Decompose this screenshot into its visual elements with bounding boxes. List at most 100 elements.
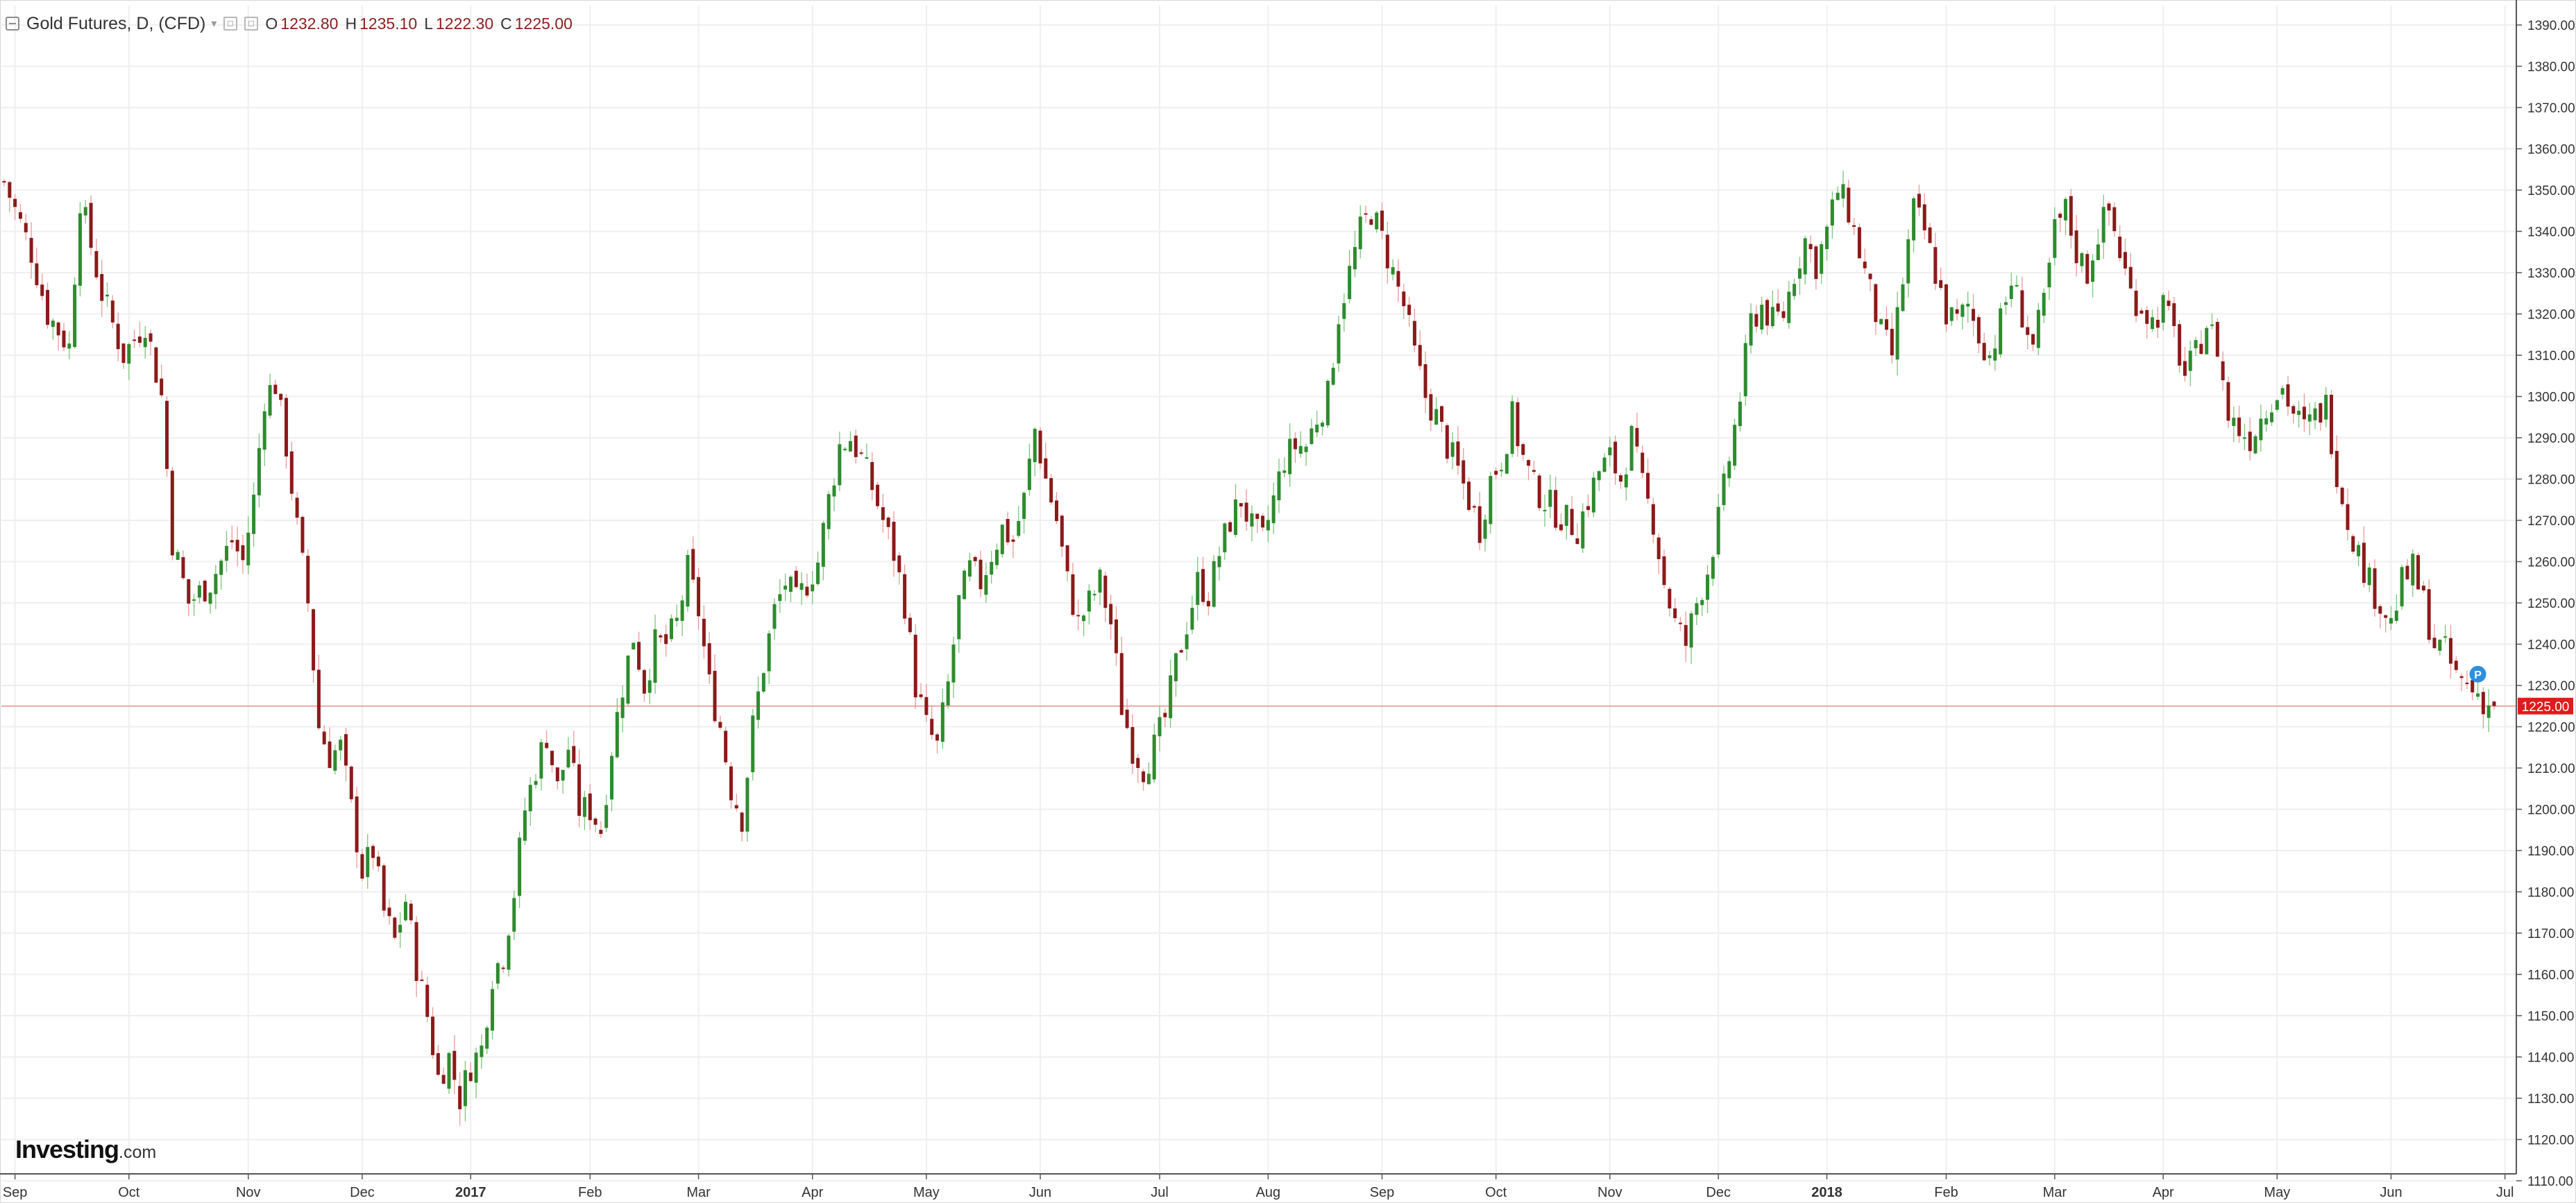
candle-body	[262, 411, 266, 450]
candle-body	[1668, 588, 1672, 609]
candle-body	[322, 731, 326, 744]
candle-body	[360, 854, 364, 879]
investing-logo[interactable]: Investing.com	[15, 1135, 156, 1164]
candle-body	[1754, 314, 1759, 327]
y-tick-label: 1140.00	[2527, 1051, 2574, 1066]
candle-body	[1169, 675, 1173, 719]
candle-body	[2394, 611, 2398, 621]
candle-body	[632, 642, 636, 650]
candle-body	[1895, 307, 1899, 360]
candle-body	[2324, 395, 2328, 420]
candle-body	[1988, 355, 1992, 359]
y-tick-label: 1300.00	[2527, 391, 2575, 405]
symbol-title[interactable]: Gold Futures, D, (CFD)	[26, 13, 206, 33]
candle-body	[1906, 239, 1910, 284]
candle-body	[2118, 237, 2122, 259]
candle-body	[447, 1052, 451, 1089]
candle-body	[2036, 309, 2040, 348]
candle-body	[1928, 227, 1932, 244]
candle-body	[2340, 487, 2344, 504]
candle-body	[1271, 495, 1276, 524]
candle-body	[1797, 268, 1802, 279]
candle-body	[2232, 418, 2236, 426]
candle-body	[1206, 601, 1210, 606]
x-tick-label: Nov	[236, 1185, 261, 1200]
chevron-down-icon[interactable]: ▾	[211, 18, 217, 30]
candle-body	[279, 393, 283, 400]
candle-body	[197, 585, 201, 598]
candle-body	[2307, 414, 2312, 422]
candle-body	[2242, 437, 2246, 439]
candle-body	[1516, 402, 1520, 447]
candle-body	[2107, 203, 2111, 211]
p-marker-icon	[2469, 665, 2486, 683]
candle-body	[1434, 409, 1439, 425]
candle-body	[2280, 388, 2285, 395]
candle-body	[1944, 284, 1948, 325]
candle-body	[2205, 327, 2209, 355]
candle-body	[615, 712, 619, 758]
candle-body	[1570, 509, 1574, 536]
candle-body	[1266, 520, 1270, 531]
candle-body	[181, 557, 185, 579]
candle-body	[1917, 194, 1921, 208]
candle-body	[306, 556, 310, 604]
candle-body	[1618, 475, 1622, 482]
candle-body	[724, 731, 728, 762]
candle-body	[577, 764, 582, 816]
candle-body	[2042, 293, 2046, 316]
candle-body	[2351, 536, 2355, 552]
candle-body	[2210, 324, 2214, 326]
candle-body	[2253, 436, 2257, 454]
candle-body	[1765, 300, 1770, 326]
candle-body	[1022, 493, 1026, 519]
candle-body	[2291, 406, 2296, 414]
candle-body	[1901, 284, 1905, 312]
candle-body	[539, 742, 543, 779]
candle-body	[772, 604, 777, 629]
candle-body	[1173, 653, 1178, 681]
candle-body	[821, 522, 825, 567]
y-tick-label: 1180.00	[2527, 886, 2574, 901]
candle-body	[545, 742, 549, 749]
candle-body	[1261, 515, 1265, 528]
candle-body	[984, 574, 988, 595]
candle-body	[371, 846, 375, 858]
candle-body	[2178, 324, 2182, 366]
candle-body	[1803, 238, 1807, 275]
candle-body	[2112, 207, 2117, 232]
candle-body	[2259, 418, 2263, 441]
candle-body	[458, 1086, 462, 1109]
open-label: O	[265, 14, 278, 33]
settings-square-icon[interactable]	[223, 17, 238, 31]
candle-body	[1706, 574, 1710, 600]
candle-body	[18, 212, 22, 219]
candle-body	[2031, 334, 2035, 345]
candle-body	[24, 223, 28, 232]
candle-body	[149, 333, 153, 342]
candle-body	[1071, 574, 1075, 615]
candle-body	[1412, 321, 1416, 346]
candle-body	[491, 989, 495, 1031]
candle-body	[2400, 567, 2404, 606]
compare-square-icon[interactable]	[244, 17, 259, 31]
candle-body	[1575, 538, 1579, 545]
candle-body	[1321, 423, 1325, 427]
candle-body	[734, 805, 738, 809]
x-tick-label: 2017	[455, 1185, 486, 1200]
candle-body	[1293, 438, 1297, 450]
candle-body	[751, 715, 755, 773]
candle-body	[1114, 619, 1118, 654]
candle-body	[1868, 273, 1872, 280]
candle-body	[1949, 307, 1954, 321]
candle-body	[1808, 244, 1813, 250]
candle-body	[1787, 291, 1791, 323]
candle-body	[1142, 771, 1146, 783]
candle-body	[480, 1046, 484, 1057]
y-tick-label: 1260.00	[2527, 556, 2575, 570]
candle-body	[468, 1073, 473, 1082]
candle-body	[1651, 504, 1655, 535]
collapse-legend-icon[interactable]	[6, 17, 19, 31]
candle-body	[2172, 303, 2176, 327]
